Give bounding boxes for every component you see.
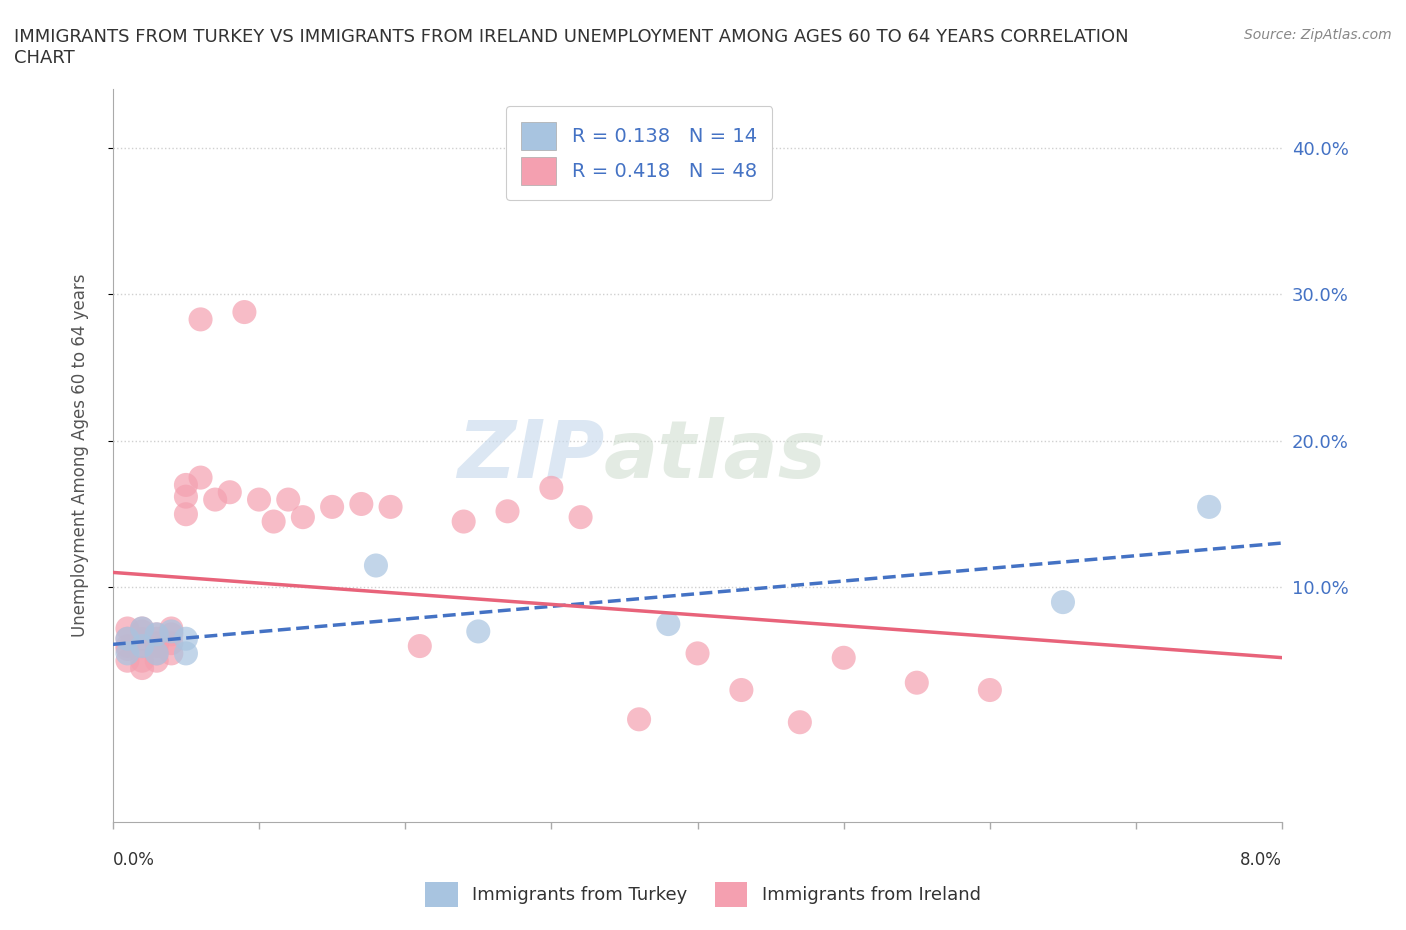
- Point: [540, 481, 562, 496]
- Point: [291, 510, 314, 525]
- Y-axis label: Unemployment Among Ages 60 to 64 years: Unemployment Among Ages 60 to 64 years: [72, 273, 89, 637]
- Point: [1052, 594, 1074, 609]
- Text: atlas: atlas: [605, 417, 827, 495]
- Point: [979, 683, 1001, 698]
- Legend: Immigrants from Turkey, Immigrants from Ireland: Immigrants from Turkey, Immigrants from …: [416, 872, 990, 916]
- Point: [131, 624, 153, 639]
- Point: [145, 627, 167, 642]
- Point: [789, 715, 811, 730]
- Point: [174, 507, 197, 522]
- Point: [160, 636, 183, 651]
- Point: [131, 631, 153, 646]
- Text: Source: ZipAtlas.com: Source: ZipAtlas.com: [1244, 28, 1392, 42]
- Point: [117, 621, 139, 636]
- Point: [174, 477, 197, 492]
- Point: [350, 497, 373, 512]
- Point: [628, 711, 651, 726]
- Point: [247, 492, 270, 507]
- Point: [117, 642, 139, 657]
- Point: [453, 514, 475, 529]
- Point: [117, 646, 139, 661]
- Point: [117, 653, 139, 668]
- Point: [233, 305, 256, 320]
- Point: [145, 646, 167, 661]
- Text: 0.0%: 0.0%: [112, 851, 155, 870]
- Point: [190, 312, 212, 326]
- Point: [145, 636, 167, 651]
- Point: [277, 492, 299, 507]
- Point: [657, 617, 679, 631]
- Point: [467, 624, 489, 639]
- Point: [145, 639, 167, 654]
- Point: [145, 631, 167, 646]
- Point: [1198, 499, 1220, 514]
- Point: [160, 627, 183, 642]
- Point: [131, 660, 153, 675]
- Legend: R = 0.138   N = 14, R = 0.418   N = 48: R = 0.138 N = 14, R = 0.418 N = 48: [506, 106, 772, 200]
- Point: [496, 504, 519, 519]
- Point: [160, 646, 183, 661]
- Point: [117, 631, 139, 646]
- Text: IMMIGRANTS FROM TURKEY VS IMMIGRANTS FROM IRELAND UNEMPLOYMENT AMONG AGES 60 TO : IMMIGRANTS FROM TURKEY VS IMMIGRANTS FRO…: [14, 28, 1129, 67]
- Point: [174, 631, 197, 646]
- Point: [131, 621, 153, 636]
- Text: 8.0%: 8.0%: [1240, 851, 1282, 870]
- Point: [730, 683, 752, 698]
- Point: [569, 510, 592, 525]
- Point: [218, 485, 240, 499]
- Point: [145, 653, 167, 668]
- Point: [160, 624, 183, 639]
- Point: [263, 514, 285, 529]
- Point: [160, 621, 183, 636]
- Point: [364, 558, 387, 573]
- Point: [174, 646, 197, 661]
- Point: [131, 653, 153, 668]
- Point: [145, 646, 167, 661]
- Point: [905, 675, 928, 690]
- Point: [117, 631, 139, 646]
- Point: [145, 627, 167, 642]
- Text: ZIP: ZIP: [457, 417, 605, 495]
- Point: [321, 499, 343, 514]
- Point: [409, 639, 432, 654]
- Point: [174, 489, 197, 504]
- Point: [131, 639, 153, 654]
- Point: [686, 646, 709, 661]
- Point: [190, 471, 212, 485]
- Point: [832, 650, 855, 665]
- Point: [117, 639, 139, 654]
- Point: [131, 621, 153, 636]
- Point: [380, 499, 402, 514]
- Point: [131, 639, 153, 654]
- Point: [204, 492, 226, 507]
